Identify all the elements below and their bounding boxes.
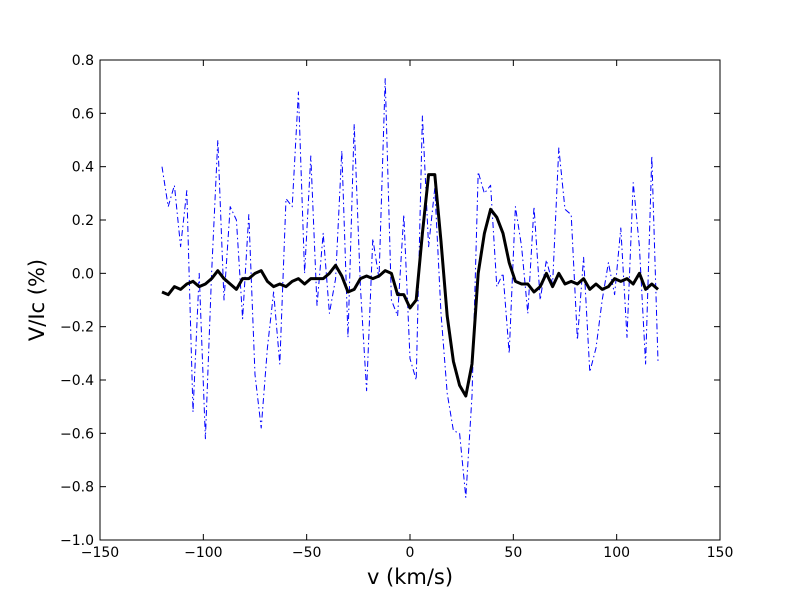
data-line (161, 173, 659, 398)
data-line (161, 78, 659, 498)
y-tick-label: 0.4 (72, 160, 94, 176)
y-tick-label: 0.6 (72, 106, 94, 122)
y-tick-label: 0.0 (72, 266, 94, 282)
x-tick-label: 50 (504, 545, 522, 561)
x-tick-label: 0 (406, 545, 415, 561)
y-tick-label: 0.2 (72, 213, 94, 229)
x-tick-label: 150 (707, 545, 734, 561)
y-tick-label: −0.8 (60, 480, 94, 496)
x-tick-label: −50 (292, 545, 322, 561)
x-axis-label: v (km/s) (367, 565, 453, 589)
x-tick-label: −150 (81, 545, 119, 561)
y-tick-label: 0.8 (72, 53, 94, 69)
x-tick-label: −100 (184, 545, 222, 561)
y-axis-label: V/Ic (%) (25, 259, 49, 341)
y-tick-label: −0.2 (60, 320, 94, 336)
y-tick-label: −0.6 (60, 426, 94, 442)
y-tick-label: −1.0 (60, 533, 94, 549)
x-tick-label: 100 (603, 545, 630, 561)
y-tick-label: −0.4 (60, 373, 94, 389)
